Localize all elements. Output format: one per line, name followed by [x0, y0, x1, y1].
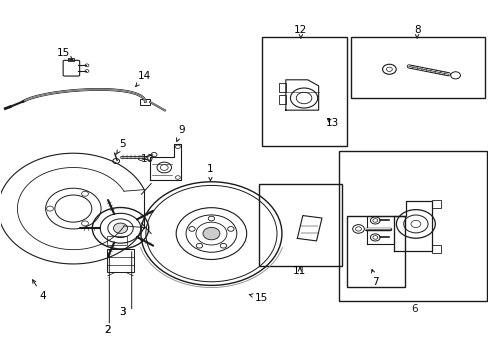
Bar	[351, 37, 484, 98]
Text: 14: 14	[135, 71, 151, 86]
Text: 9: 9	[176, 125, 184, 141]
Text: 15: 15	[249, 293, 267, 303]
Text: 13: 13	[325, 118, 338, 128]
Bar	[278, 95, 285, 104]
Text: 10: 10	[141, 154, 154, 163]
Circle shape	[113, 223, 127, 233]
Text: 6: 6	[410, 303, 417, 314]
Text: 5: 5	[116, 139, 126, 154]
Text: 12: 12	[294, 25, 307, 38]
Bar	[107, 236, 126, 245]
Bar	[107, 249, 134, 272]
Text: 2: 2	[104, 325, 110, 335]
Text: 7: 7	[371, 269, 378, 287]
Bar	[259, 184, 341, 266]
Bar	[140, 99, 150, 105]
Circle shape	[203, 228, 220, 240]
Text: 2: 2	[104, 325, 110, 335]
Text: 3: 3	[120, 307, 126, 317]
Text: 15: 15	[57, 48, 73, 60]
FancyBboxPatch shape	[63, 60, 80, 76]
Bar	[67, 58, 74, 62]
Bar	[339, 152, 486, 301]
Bar	[431, 246, 441, 252]
Text: 11: 11	[293, 266, 306, 276]
Bar	[278, 83, 285, 92]
Text: 8: 8	[413, 25, 420, 38]
Text: 3: 3	[120, 307, 126, 317]
Bar	[346, 216, 404, 287]
Bar	[431, 201, 441, 207]
Text: 1: 1	[207, 164, 213, 181]
Bar	[261, 37, 346, 146]
Text: 4: 4	[33, 280, 46, 301]
